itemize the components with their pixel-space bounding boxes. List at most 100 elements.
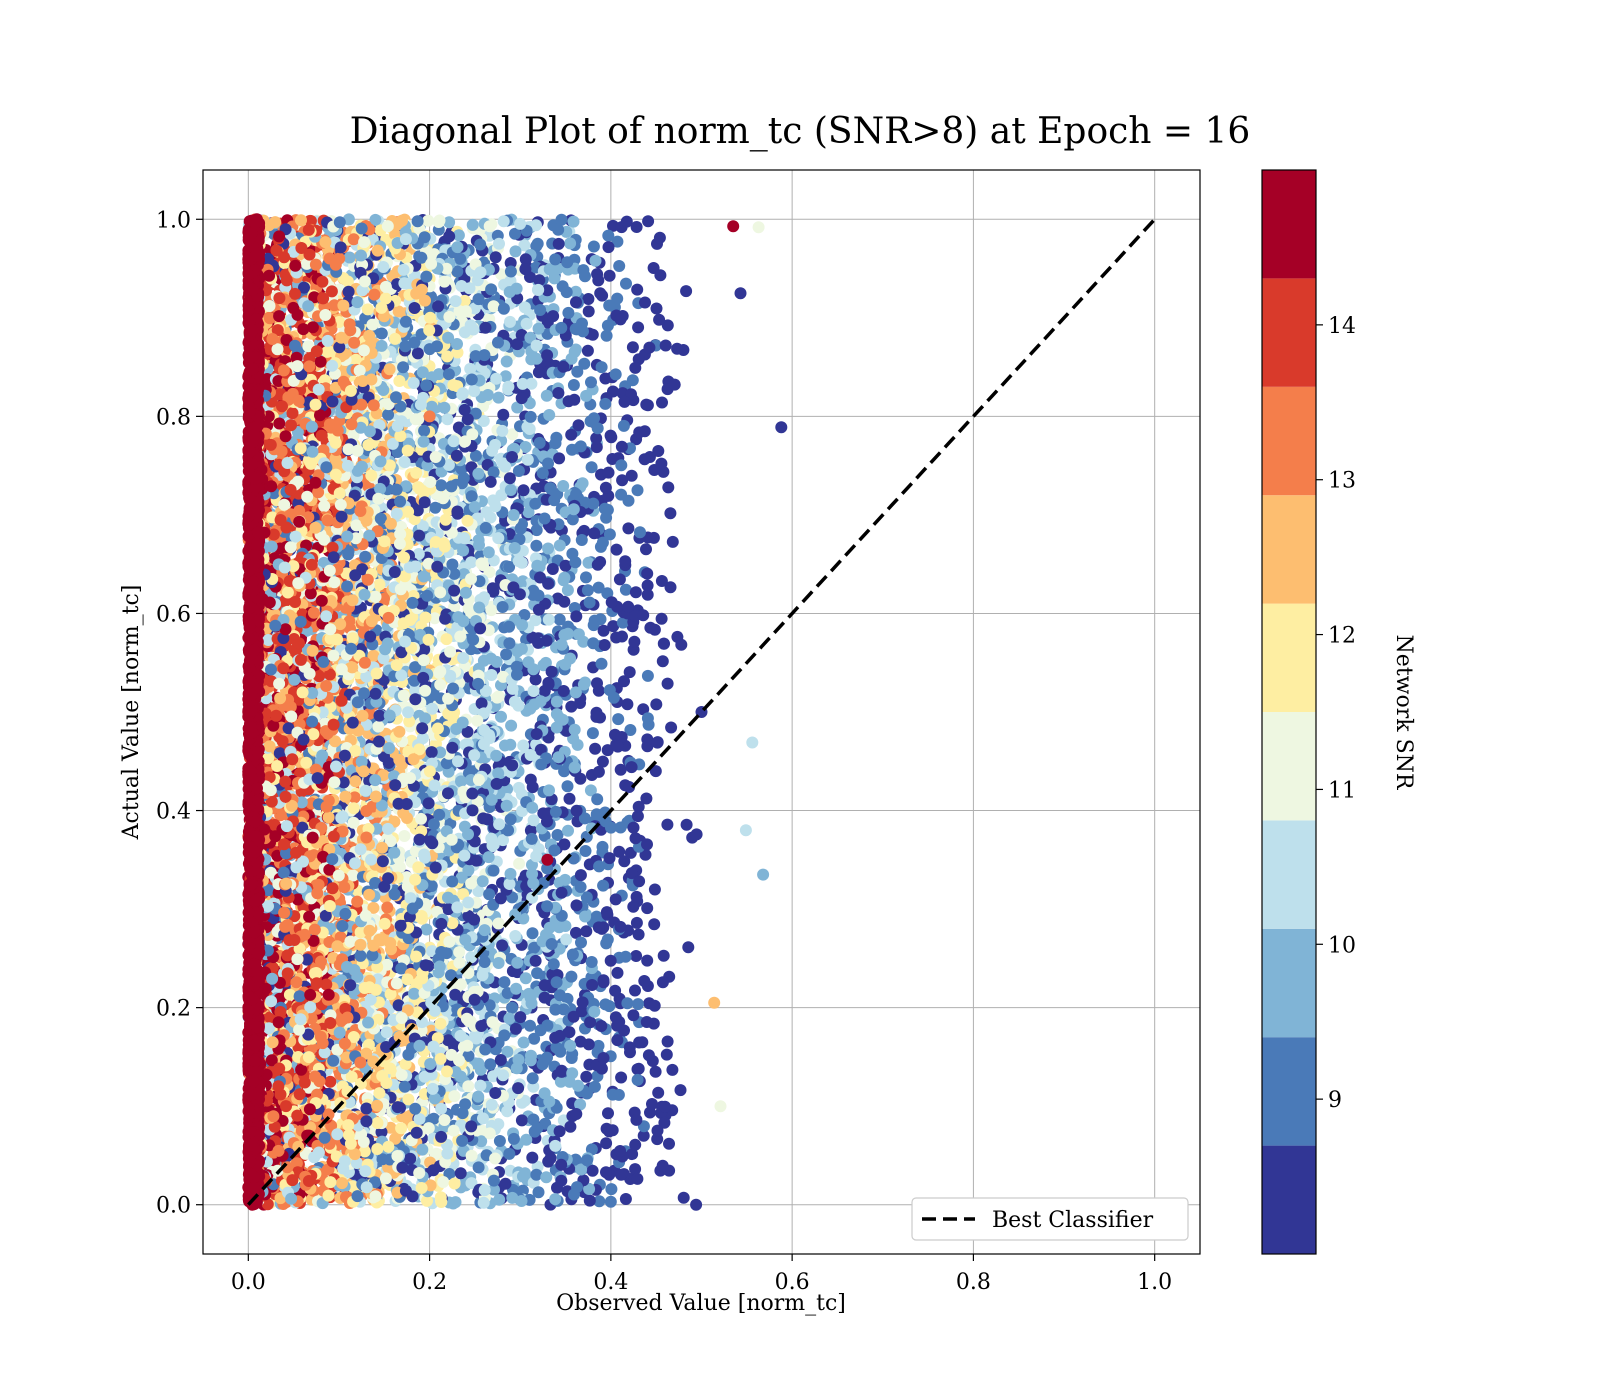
- scatter-point: [589, 254, 602, 267]
- scatter-point: [565, 1052, 578, 1064]
- scatter-point: [641, 669, 654, 682]
- scatter-point: [492, 391, 505, 404]
- scatter-point: [652, 445, 665, 457]
- scatter-point: [603, 852, 616, 865]
- scatter-point: [475, 1135, 488, 1148]
- scatter-point: [552, 387, 565, 399]
- scatter-point: [590, 808, 603, 821]
- scatter-point: [611, 292, 624, 305]
- scatter-point: [581, 344, 594, 357]
- scatter-point: [592, 1039, 605, 1052]
- scatter-point: [585, 822, 598, 835]
- scatter-point: [477, 415, 490, 427]
- scatter-point: [632, 998, 644, 1011]
- scatter-point: [531, 967, 544, 980]
- scatter-point: [655, 612, 668, 625]
- scatter-point: [505, 719, 518, 732]
- scatter-point: [652, 1086, 665, 1099]
- scatter-point: [647, 531, 660, 544]
- scatter-point: [650, 302, 663, 315]
- scatter-point: [662, 481, 675, 494]
- chart-title: Diagonal Plot of norm_tc (SNR>8) at Epoc…: [350, 111, 1251, 152]
- scatter-point: [530, 524, 543, 537]
- scatter-point: [607, 620, 620, 633]
- scatter-point: [427, 1112, 440, 1125]
- scatter-point: [349, 353, 362, 366]
- scatter-point: [616, 630, 628, 643]
- scatter-point: [429, 501, 442, 514]
- scatter-point: [657, 949, 670, 962]
- scatter-point: [504, 265, 517, 278]
- scatter-point: [506, 1001, 519, 1014]
- scatter-point: [534, 743, 547, 756]
- scatter-point: [641, 733, 654, 746]
- scatter-point: [513, 857, 526, 870]
- scatter-point: [638, 975, 651, 987]
- scatter-point: [518, 1094, 531, 1107]
- scatter-point: [631, 283, 644, 296]
- scatter-point: [648, 999, 661, 1012]
- scatter-point: [601, 587, 614, 600]
- scatter-point: [616, 474, 629, 487]
- scatter-point: [646, 1098, 658, 1110]
- scatter-point: [558, 838, 571, 851]
- scatter-point: [618, 855, 631, 868]
- scatter-point: [564, 1120, 577, 1133]
- scatter-point: [324, 1075, 337, 1088]
- scatter-point: [518, 239, 531, 252]
- scatter-point: [461, 725, 474, 738]
- scatter-point: [615, 459, 628, 472]
- scatter-point: [565, 970, 578, 983]
- scatter-points: [242, 213, 788, 1211]
- scatter-point: [623, 666, 636, 679]
- scatter-point: [637, 1129, 650, 1142]
- scatter-point: [632, 321, 645, 334]
- scatter-point: [664, 507, 677, 520]
- scatter-point: [582, 305, 595, 318]
- scatter-point: [516, 805, 529, 817]
- scatter-point: [437, 1176, 450, 1188]
- scatter-point: [630, 916, 643, 929]
- scatter-point: [474, 1079, 487, 1092]
- scatter-point: [661, 677, 674, 690]
- scatter-point: [582, 1038, 595, 1051]
- scatter-point: [661, 1035, 674, 1048]
- scatter-point: [524, 1019, 536, 1032]
- scatter-point: [593, 1195, 606, 1208]
- scatter-point: [498, 976, 511, 989]
- scatter-point: [619, 583, 632, 596]
- scatter-point: [449, 988, 462, 1001]
- scatter-point: [587, 619, 600, 632]
- scatter-point: [640, 543, 652, 556]
- scatter-point: [511, 401, 524, 414]
- scatter-point: [567, 1010, 580, 1023]
- scatter-point: [628, 635, 641, 648]
- scatter-point: [551, 829, 564, 841]
- scatter-point: [641, 954, 654, 967]
- scatter-point: [559, 920, 572, 932]
- scatter-point: [518, 609, 531, 621]
- scatter-point: [562, 306, 575, 319]
- scatter-point: [616, 616, 629, 629]
- scatter-point: [499, 370, 512, 383]
- scatter-point: [649, 765, 662, 778]
- scatter-point: [609, 984, 622, 997]
- scatter-point: [555, 1174, 568, 1187]
- scatter-point: [570, 926, 582, 939]
- scatter-point: [598, 639, 611, 651]
- scatter-point: [495, 710, 507, 723]
- scatter-point: [361, 303, 374, 316]
- scatter-point: [519, 441, 532, 453]
- scatter-point: [620, 277, 632, 290]
- scatter-point: [605, 431, 618, 444]
- scatter-point: [596, 840, 609, 853]
- scatter-point: [448, 1090, 461, 1103]
- scatter-point: [588, 527, 601, 540]
- scatter-point: [626, 1148, 639, 1161]
- scatter-point: [586, 727, 599, 740]
- scatter-point: [555, 213, 568, 226]
- scatter-point: [347, 816, 360, 829]
- scatter-point: [583, 1194, 596, 1207]
- scatter-point: [637, 703, 650, 716]
- scatter-point: [624, 724, 637, 736]
